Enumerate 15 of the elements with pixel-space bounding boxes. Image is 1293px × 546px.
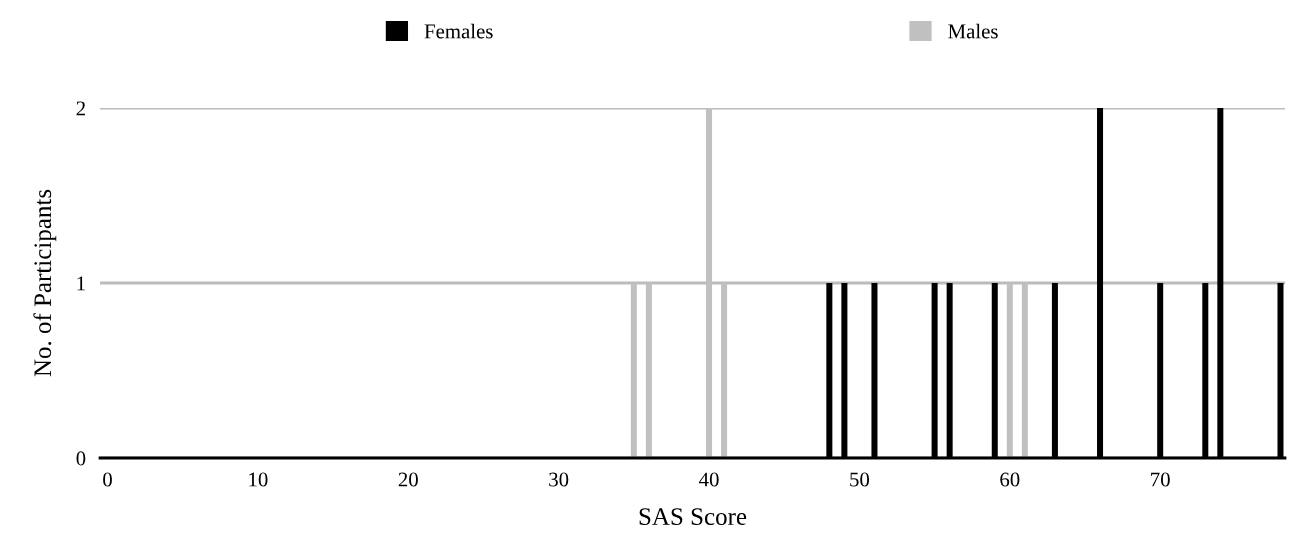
legend-label: Males	[948, 23, 998, 39]
y-tick-label: 1	[77, 276, 85, 291]
y-tick-label: 0	[76, 451, 86, 466]
x-tick-label: 10	[249, 472, 268, 487]
y-tick-label: 2	[76, 101, 85, 116]
legend-label: Females	[424, 23, 493, 39]
x-tick-label: 60	[1000, 472, 1020, 487]
x-axis-title: SAS Score	[639, 508, 747, 526]
x-tick-label: 30	[549, 472, 569, 487]
x-tick-label: 50	[850, 472, 870, 487]
x-tick-label: 20	[398, 472, 418, 487]
x-tick-label: 70	[1151, 472, 1170, 487]
y-axis-title: No. of Participants	[33, 189, 57, 377]
x-tick-label: 0	[103, 472, 112, 487]
x-tick-label: 40	[699, 472, 719, 487]
